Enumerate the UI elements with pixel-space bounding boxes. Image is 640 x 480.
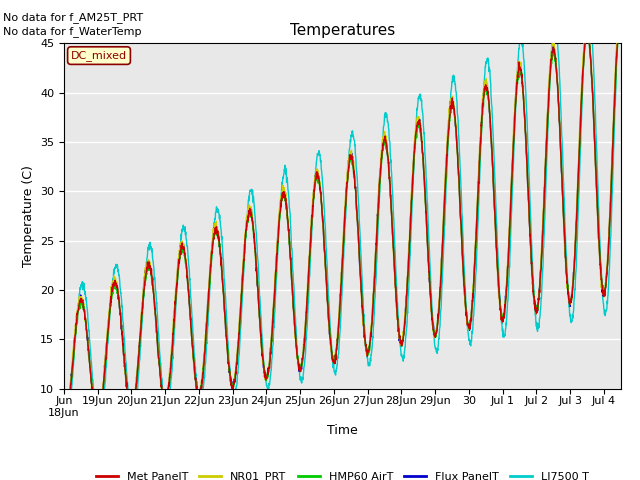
Text: No data for f_AM25T_PRT: No data for f_AM25T_PRT [3,12,143,23]
Text: No data for f_WaterTemp: No data for f_WaterTemp [3,26,141,37]
Title: Temperatures: Temperatures [290,23,395,38]
X-axis label: Time: Time [327,423,358,437]
Legend: Met PanelT, NR01_PRT, HMP60 AirT, Flux PanelT, LI7500 T: Met PanelT, NR01_PRT, HMP60 AirT, Flux P… [91,467,594,480]
Text: DC_mixed: DC_mixed [71,50,127,61]
Y-axis label: Temperature (C): Temperature (C) [22,165,35,267]
